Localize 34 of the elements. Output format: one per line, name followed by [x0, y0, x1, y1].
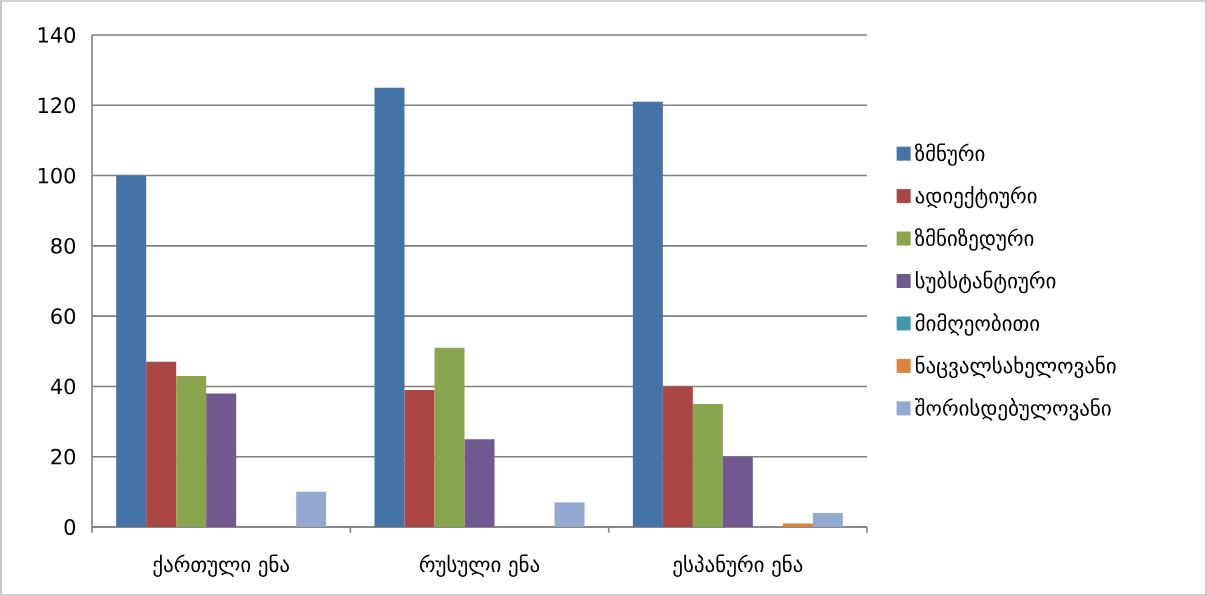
y-tick-label: 40 [50, 378, 76, 395]
bar [692, 404, 723, 527]
y-tick-label: 0 [64, 519, 76, 535]
y-tick-label: 140 [38, 27, 76, 43]
y-tick-label: 100 [38, 167, 76, 184]
bar [176, 375, 207, 527]
legend-label: მიმღეობითი [915, 313, 1040, 336]
bar [554, 502, 585, 527]
bar [146, 361, 177, 527]
bar [464, 439, 495, 527]
y-tick-label: 60 [51, 308, 76, 325]
legend-label: სუბსტანტიური [915, 270, 1056, 294]
legend-label: შორისდებულოვანი [915, 398, 1111, 421]
bar [434, 347, 465, 527]
bar [632, 101, 663, 527]
legend-label: ნაცვალსახელოვანი [915, 355, 1116, 379]
x-tick-label: ესპანური ენა [673, 554, 803, 577]
legend-label: ადიექტიური [915, 185, 1037, 209]
bar [296, 491, 327, 527]
bar [812, 512, 843, 527]
y-tick-label: 80 [51, 237, 76, 254]
bar [782, 523, 813, 527]
y-tick-label: 20 [51, 448, 76, 465]
bar [374, 87, 405, 527]
bar [404, 389, 435, 527]
bar [722, 456, 753, 527]
y-tick-label: 120 [38, 97, 76, 114]
x-tick-label: ქართული ენა [153, 554, 289, 577]
legend-label: ზმნიზედური [915, 228, 1034, 251]
bar [116, 175, 147, 527]
bar [206, 393, 237, 527]
x-tick-label: რუსული ენა [419, 554, 540, 577]
bar [662, 386, 693, 527]
legend-label: ზმნური [915, 143, 985, 166]
